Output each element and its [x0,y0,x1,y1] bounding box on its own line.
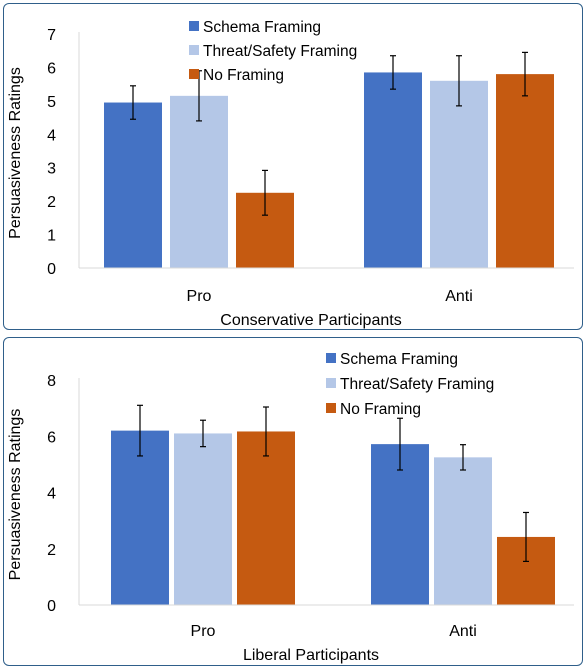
y-tick-label: 4 [47,127,56,144]
legend-swatch [189,69,199,79]
liberal-chart-panel: 0 2 4 6 8 Pro Anti Liberal Participants Persuasi… [3,337,583,666]
conservative-chart: 0 1 2 3 4 5 6 7 Pro Anti Conservative Participants… [7,19,574,329]
bar-schema-framing-anti [371,444,429,605]
legend-label: Threat/Safety Framing [203,43,357,60]
legend-label: No Framing [340,401,421,418]
bar-schema-framing-pro [104,102,162,269]
y-tick-label: 0 [47,261,56,278]
bar-schema-framing-anti [364,72,422,268]
y-tick-label: 0 [47,598,56,615]
conservative-chart-panel: 0 1 2 3 4 5 6 7 Pro Anti Conservative Participants… [3,3,583,330]
y-axis-title: Persuasiveness Ratings [7,67,24,239]
y-tick-label: 7 [47,27,56,44]
legend-label: No Framing [203,67,284,84]
x-axis-title: Conservative Participants [220,312,401,329]
legend-label: Schema Framing [340,351,458,368]
liberal-chart: 0 2 4 6 8 Pro Anti Liberal Participants Persuasi… [7,351,574,664]
y-tick-label: 6 [47,60,56,77]
legend-swatch [189,21,199,31]
y-tick-label: 3 [47,161,56,178]
y-tick-label: 6 [47,429,56,446]
y-tick-label: 4 [47,486,56,503]
legend-swatch [326,378,336,388]
bar-threat-safety-framing-anti [434,457,492,605]
legend-label: Schema Framing [203,19,321,36]
bar-schema-framing-pro [111,430,169,605]
y-tick-label: 5 [47,94,56,111]
legend-swatch [326,353,336,363]
x-category-label: Anti [449,623,477,640]
bar-no-framing-anti [496,74,554,268]
bar-no-framing-pro [237,431,295,605]
legend-swatch [189,45,199,55]
bar-threat-safety-framing-pro [170,95,228,268]
legend-swatch [326,403,336,413]
y-tick-label: 8 [47,373,56,390]
x-category-label: Pro [187,288,212,305]
bar-threat-safety-framing-pro [174,433,232,605]
y-tick-label: 1 [47,228,56,245]
y-tick-label: 2 [47,194,56,211]
x-category-label: Pro [191,623,216,640]
y-tick-label: 2 [47,542,56,559]
y-axis-title: Persuasiveness Ratings [7,409,24,581]
legend-label: Threat/Safety Framing [340,376,494,393]
x-axis-title: Liberal Participants [243,647,379,664]
bar-threat-safety-framing-anti [430,80,488,268]
x-category-label: Anti [445,288,473,305]
